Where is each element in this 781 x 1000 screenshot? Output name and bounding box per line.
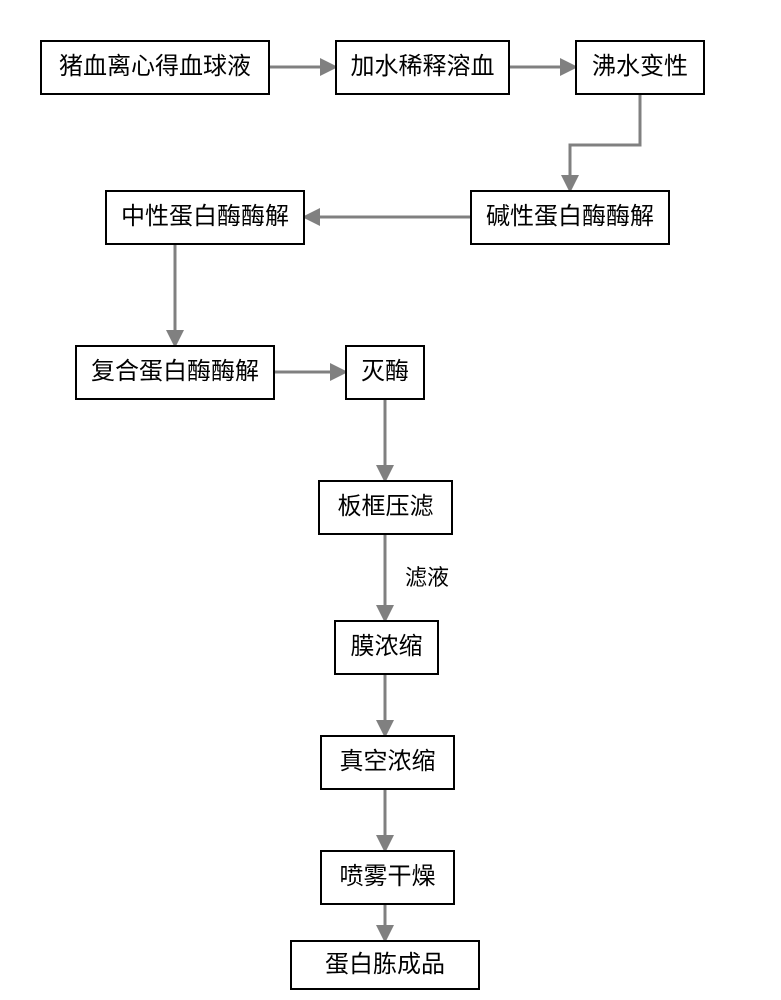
flow-node-n1: 猪血离心得血球液 <box>40 40 270 95</box>
flowchart-canvas: 猪血离心得血球液 加水稀释溶血 沸水变性碱性蛋白酶酶解 中性蛋白酶酶解复合蛋白酶酶解 灭… <box>0 0 781 1000</box>
flow-node-n12: 蛋白胨成品 <box>290 940 480 990</box>
flow-node-n2: 加水稀释溶血 <box>335 40 510 95</box>
flow-node-n3: 沸水变性 <box>575 40 705 95</box>
flow-node-n4: 碱性蛋白酶酶解 <box>470 190 670 245</box>
flow-edge-n3-n4 <box>570 95 640 190</box>
flow-node-n9: 膜浓缩 <box>334 620 439 675</box>
flow-node-n7: 灭酶 <box>345 345 425 400</box>
flow-node-n10: 真空浓缩 <box>320 735 455 790</box>
flow-node-n5: 中性蛋白酶酶解 <box>105 190 305 245</box>
flow-node-n11: 喷雾干燥 <box>320 850 455 905</box>
flow-node-n6: 复合蛋白酶酶解 <box>75 345 275 400</box>
edge-label-n8-n9: 滤液 <box>405 560 449 592</box>
flow-node-n8: 板框压滤 <box>318 480 453 535</box>
